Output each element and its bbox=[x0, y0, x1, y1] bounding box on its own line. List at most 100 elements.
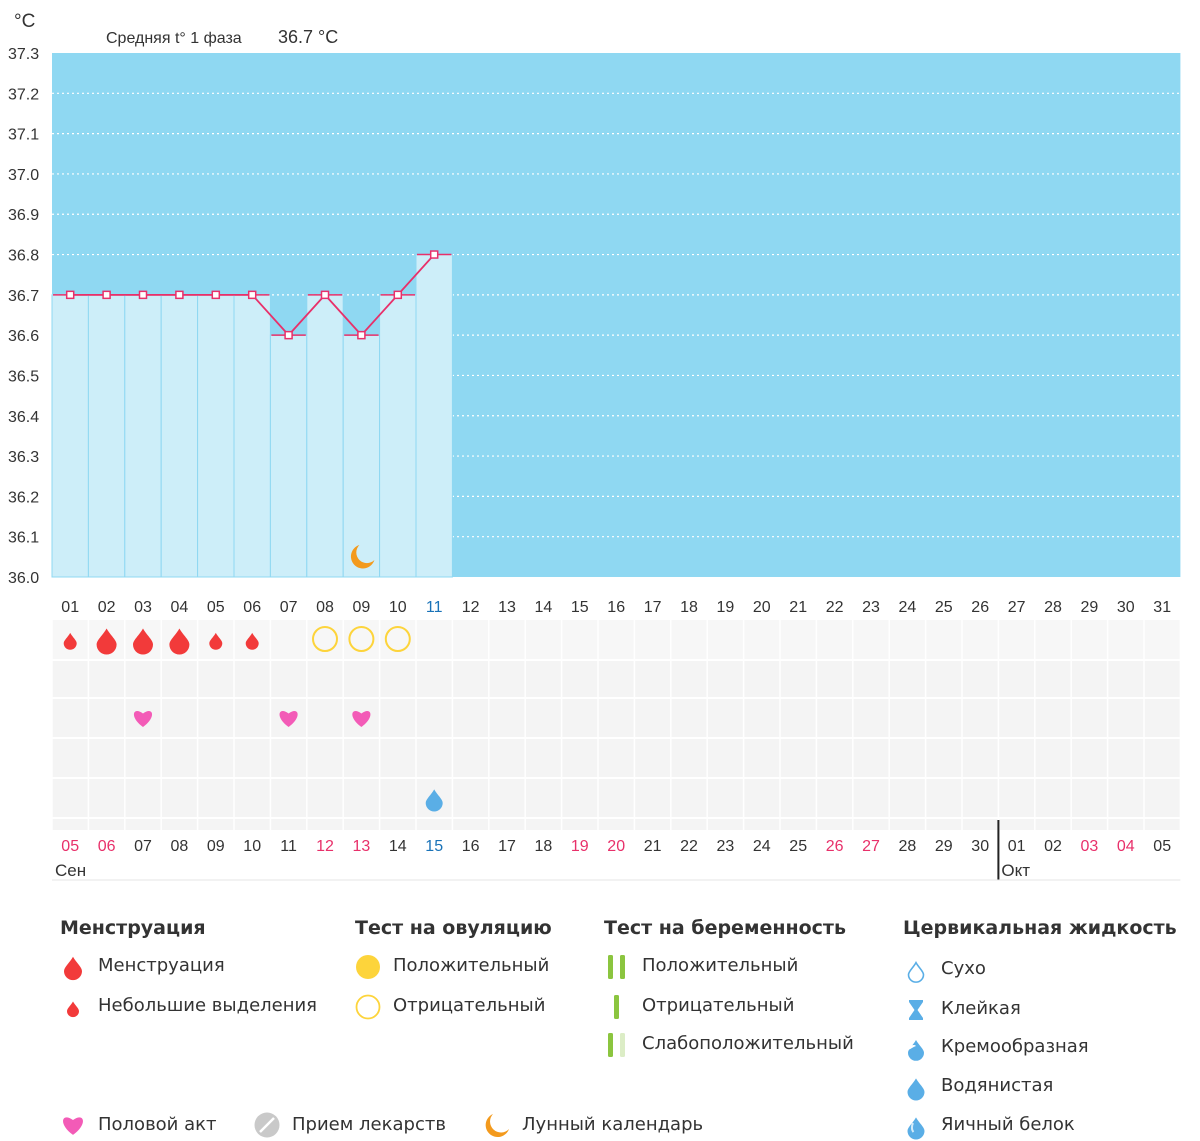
temperature-point bbox=[429, 250, 439, 259]
temperature-column bbox=[51, 294, 89, 578]
cycle-day-label: 21 bbox=[789, 599, 807, 616]
cycle-day-label: 19 bbox=[717, 599, 735, 616]
calendar-date: 19 bbox=[571, 838, 589, 855]
legend-group-title: Цервикальная жидкость bbox=[903, 917, 1177, 939]
calendar-date: 25 bbox=[789, 838, 807, 855]
legend-item-label: Водянистая bbox=[941, 1075, 1054, 1096]
calendar-date: 06 bbox=[98, 838, 116, 855]
yellow-filled-circle-icon bbox=[353, 952, 383, 987]
legend-item-label: Яичный белок bbox=[941, 1114, 1075, 1135]
menstruation-drop-icon bbox=[96, 628, 117, 655]
temperature-column bbox=[233, 294, 271, 578]
calendar-date: 22 bbox=[680, 838, 698, 855]
cycle-day-label: 02 bbox=[98, 599, 116, 616]
temperature-point bbox=[175, 290, 184, 300]
legend-item-label: Половой акт bbox=[98, 1114, 217, 1135]
calendar-date: 23 bbox=[717, 838, 735, 855]
cycle-day-label: 23 bbox=[862, 599, 880, 616]
legend-item-label: Положительный bbox=[642, 955, 799, 976]
y-axis-unit: °C bbox=[14, 11, 35, 32]
temperature-point bbox=[102, 290, 111, 300]
drop-red-small-icon bbox=[58, 992, 88, 1027]
legend-group-title: Тест на овуляцию bbox=[355, 917, 552, 939]
cycle-day-label: 27 bbox=[1008, 599, 1026, 616]
cycle-day-label: 05 bbox=[207, 599, 225, 616]
calendar-date: 24 bbox=[753, 838, 771, 855]
menstruation-drop-icon bbox=[133, 628, 153, 655]
cycle-day-label: 24 bbox=[899, 599, 917, 616]
cycle-day-label: 17 bbox=[644, 599, 662, 616]
temperature-column bbox=[415, 254, 453, 578]
calendar-date: 18 bbox=[535, 838, 553, 855]
two-green-bars-icon bbox=[602, 952, 632, 987]
calendar-date: 09 bbox=[207, 838, 225, 855]
calendar-date: 26 bbox=[826, 838, 844, 855]
cycle-day-label: 15 bbox=[571, 599, 589, 616]
legend-item-label: Слабоположительный bbox=[642, 1033, 854, 1054]
cycle-day-label: 03 bbox=[134, 599, 152, 616]
cycle-day-label: 04 bbox=[171, 599, 189, 616]
temperature-point bbox=[393, 290, 403, 300]
cycle-day-label: 10 bbox=[389, 599, 407, 616]
calendar-date: 30 bbox=[971, 838, 989, 855]
legend-group-title: Менструация bbox=[60, 917, 206, 939]
temperature-column bbox=[197, 294, 235, 578]
calendar-date: 12 bbox=[316, 838, 334, 855]
temperature-point bbox=[247, 290, 257, 300]
legend-item-label: Отрицательный bbox=[393, 995, 546, 1016]
temperature-point bbox=[284, 330, 293, 340]
temperature-point bbox=[211, 290, 221, 300]
temperature-point bbox=[320, 290, 330, 300]
y-tick-label: 37.0 bbox=[8, 167, 39, 184]
month-label: Окт bbox=[1001, 861, 1030, 880]
drop-egg-white-icon bbox=[901, 1111, 931, 1141]
cycle-day-label: 28 bbox=[1044, 599, 1062, 616]
legend-item-label: Положительный bbox=[393, 955, 550, 976]
y-tick-label: 36.2 bbox=[8, 489, 39, 506]
heart-icon bbox=[352, 711, 371, 727]
spotting-drop-icon bbox=[63, 632, 77, 650]
heart-icon bbox=[58, 1110, 88, 1141]
temperature-column bbox=[379, 294, 417, 578]
legend-item-label: Менструация bbox=[98, 955, 225, 976]
calendar-date: 27 bbox=[862, 838, 880, 855]
calendar-date: 03 bbox=[1081, 838, 1099, 855]
cycle-day-label: 06 bbox=[243, 599, 261, 616]
calendar-date: 11 bbox=[280, 838, 297, 855]
legend-item-label: Сухо bbox=[941, 958, 986, 979]
y-tick-label: 36.3 bbox=[8, 449, 39, 466]
temperature-column bbox=[269, 334, 308, 578]
month-label: Сен bbox=[55, 861, 86, 880]
y-tick-label: 37.3 bbox=[8, 46, 39, 63]
legend-item-label: Лунный календарь bbox=[522, 1114, 704, 1135]
calendar-date: 02 bbox=[1044, 838, 1062, 855]
calendar-date: 17 bbox=[498, 838, 516, 855]
cycle-day-label: 07 bbox=[280, 599, 298, 616]
spotting-drop-icon bbox=[209, 632, 223, 650]
y-tick-label: 36.9 bbox=[8, 207, 39, 224]
cycle-day-label: 08 bbox=[316, 599, 334, 616]
temperature-point bbox=[357, 330, 366, 340]
calendar-date: 14 bbox=[389, 838, 407, 855]
legend-item-label: Небольшие выделения bbox=[98, 995, 318, 1016]
cycle-day-label: 11 bbox=[426, 599, 443, 616]
spotting-drop-icon bbox=[245, 632, 259, 650]
y-tick-label: 36.7 bbox=[8, 288, 39, 305]
bbt-chart: °C Средняя t° 1 фаза 36.7 °C 37.3 37.2 37.… bbox=[8, 11, 1182, 881]
temperature-column bbox=[160, 294, 199, 578]
cycle-day-label: 16 bbox=[607, 599, 625, 616]
calendar-date: 10 bbox=[243, 838, 261, 855]
legend-item-label: Отрицательный bbox=[642, 995, 795, 1016]
calendar-date: 08 bbox=[171, 838, 189, 855]
cycle-day-label: 13 bbox=[498, 599, 516, 616]
temperature-point bbox=[138, 290, 148, 300]
hourglass-icon bbox=[901, 995, 931, 1030]
cycle-day-label: 31 bbox=[1153, 599, 1171, 616]
avg-temp-value: 36.7 °C bbox=[278, 27, 338, 47]
legend-item-label: Прием лекарств bbox=[292, 1114, 446, 1135]
drop-outline-icon bbox=[901, 955, 931, 990]
cycle-day-label: 26 bbox=[971, 599, 989, 616]
ovulation-negative-icon bbox=[312, 626, 338, 652]
calendar-date: 15 bbox=[425, 838, 443, 855]
calendar-date: 05 bbox=[61, 838, 79, 855]
